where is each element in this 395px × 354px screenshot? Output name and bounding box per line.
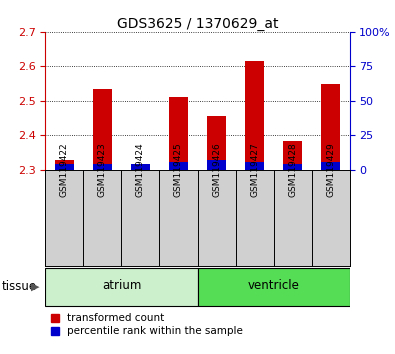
Text: ▶: ▶ [31,282,40,292]
Bar [55,160,74,170]
Text: atrium: atrium [102,279,141,292]
Bar [131,168,150,170]
Text: tissue: tissue [2,280,37,293]
Legend: transformed count, percentile rank within the sample: transformed count, percentile rank withi… [51,313,243,336]
Bar [169,97,188,170]
Bar [283,164,302,170]
Bar [169,162,188,170]
Bar [245,61,264,170]
Bar [207,160,226,170]
Bar [198,268,350,306]
Bar [55,164,74,170]
Bar [283,141,302,170]
Bar [93,164,112,170]
Bar [245,162,264,170]
Bar [321,162,340,170]
Title: GDS3625 / 1370629_at: GDS3625 / 1370629_at [117,17,278,31]
Bar [93,89,112,170]
Bar [207,116,226,170]
Text: ventricle: ventricle [248,279,299,292]
Bar [321,84,340,170]
Bar [131,164,150,170]
Bar [45,268,198,306]
